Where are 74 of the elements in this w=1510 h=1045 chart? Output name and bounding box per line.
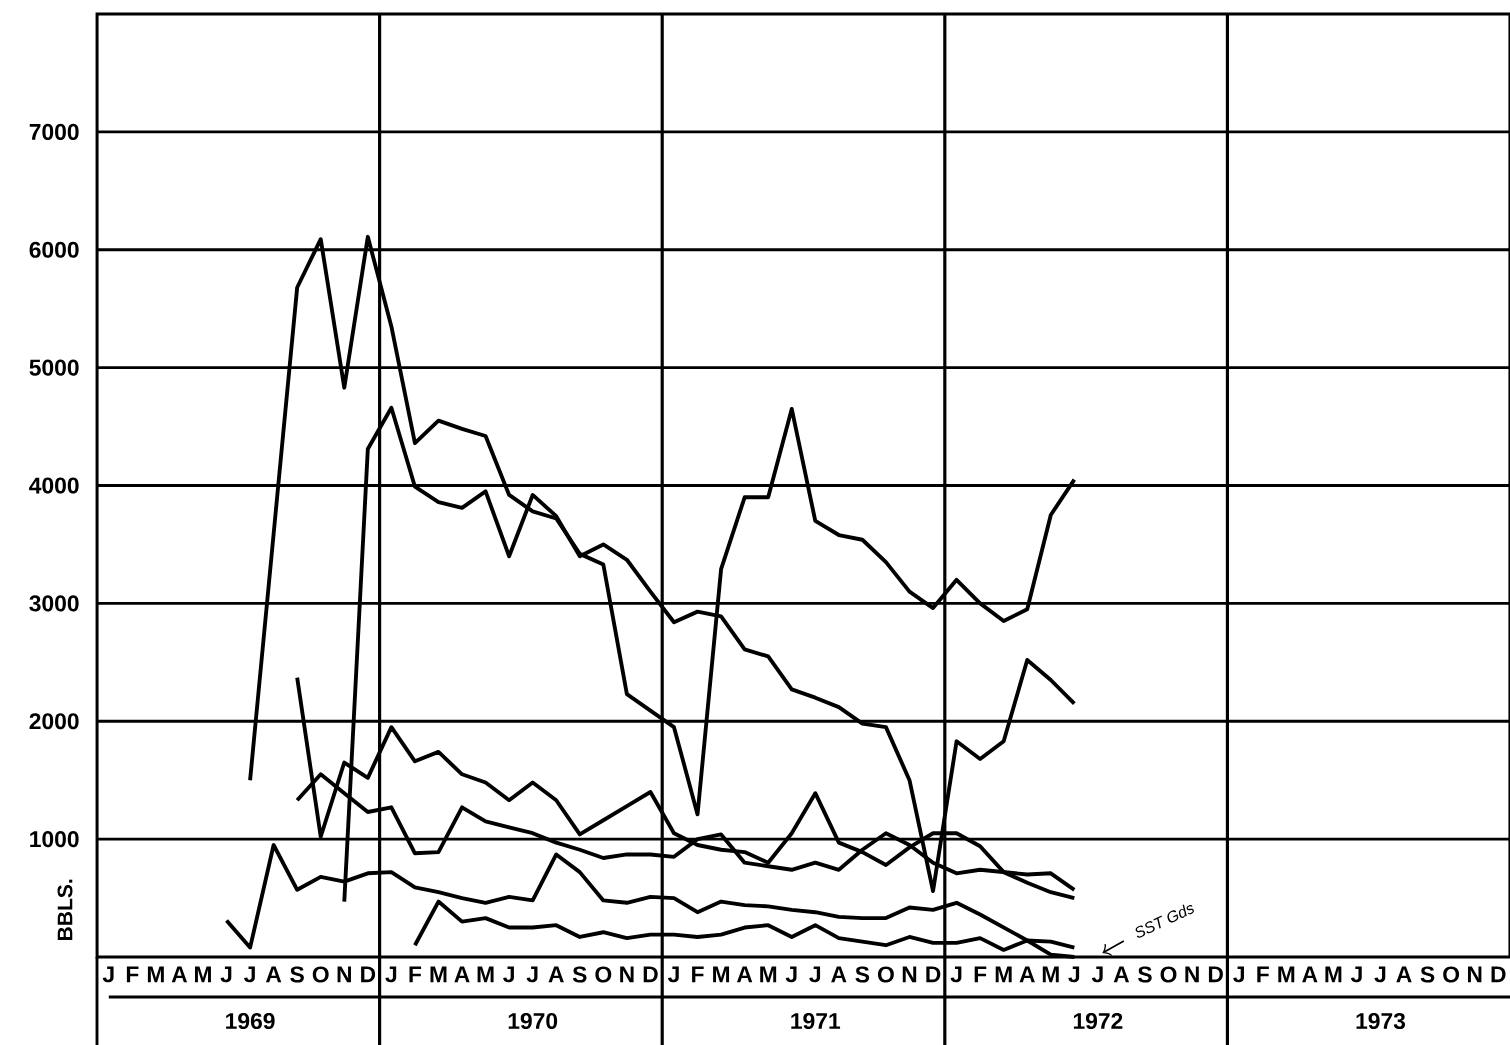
x-tick-label: O bbox=[1443, 966, 1460, 983]
x-tick-label: M bbox=[147, 966, 164, 983]
x-tick-label: S bbox=[572, 966, 587, 983]
x-tick-label: D bbox=[1208, 966, 1223, 983]
x-tick-label: J bbox=[1233, 966, 1244, 983]
x-tick-label: J bbox=[809, 966, 821, 983]
x-tick-label: A bbox=[1019, 966, 1035, 983]
x-tick-label: M bbox=[713, 966, 730, 983]
x-tick-label: F bbox=[1257, 966, 1269, 983]
text: 1969 bbox=[226, 1012, 275, 1030]
text: 1972 bbox=[1073, 1012, 1123, 1030]
x-tick-label: J bbox=[220, 966, 232, 983]
x-tick-label: N bbox=[620, 966, 634, 983]
x-tick-label: F bbox=[126, 966, 139, 983]
x-tick-label: A bbox=[171, 966, 188, 983]
x-tick-label: M bbox=[1042, 966, 1059, 983]
x-tick-label: N bbox=[1467, 966, 1482, 983]
x-tick-label: J bbox=[1350, 966, 1362, 983]
x-tick-label: D bbox=[643, 966, 658, 983]
x-tick-label: A bbox=[1302, 966, 1318, 983]
x-tick-label: O bbox=[877, 966, 894, 983]
x-tick-label: S bbox=[855, 966, 870, 983]
y-tick-label: 5000 bbox=[29, 359, 79, 376]
y-tick-label: 1000 bbox=[30, 831, 79, 848]
text: 1970 bbox=[508, 1012, 558, 1030]
x-tick-label: M bbox=[760, 966, 777, 983]
x-tick-label: N bbox=[1185, 966, 1199, 983]
x-tick-label: M bbox=[430, 966, 447, 983]
x-tick-label: O bbox=[312, 966, 329, 983]
x-tick-label: F bbox=[692, 966, 704, 983]
x-tick-label: M bbox=[195, 966, 211, 983]
x-tick-label: A bbox=[831, 966, 847, 983]
x-tick-label: M bbox=[477, 966, 494, 983]
x-tick-label: J bbox=[385, 966, 397, 983]
x-tick-label: J bbox=[950, 966, 962, 983]
x-tick-label: M bbox=[1325, 966, 1342, 983]
x-tick-label: N bbox=[902, 966, 917, 983]
y-axis-title: BBLS. bbox=[57, 879, 73, 941]
text: 1971 bbox=[791, 1012, 841, 1030]
x-tick-label: J bbox=[526, 966, 538, 983]
x-tick-label: M bbox=[1278, 966, 1295, 983]
x-tick-label: S bbox=[1138, 966, 1152, 983]
y-tick-label: 4000 bbox=[29, 477, 79, 494]
x-tick-label: J bbox=[1091, 966, 1103, 983]
x-tick-label: J bbox=[102, 966, 114, 983]
text: 1973 bbox=[1356, 1012, 1406, 1030]
x-tick-label: M bbox=[995, 966, 1012, 983]
x-tick-label: O bbox=[595, 966, 612, 983]
x-tick-label: J bbox=[1374, 966, 1386, 983]
y-tick-label: 6000 bbox=[29, 241, 79, 258]
x-tick-label: F bbox=[974, 966, 987, 983]
y-tick-label: 3000 bbox=[29, 595, 79, 612]
x-tick-label: A bbox=[1113, 966, 1130, 983]
x-tick-label: A bbox=[265, 966, 282, 983]
x-tick-label: D bbox=[1491, 966, 1506, 983]
x-tick-label: O bbox=[1160, 966, 1177, 983]
x-tick-label: F bbox=[409, 966, 422, 983]
y-tick-label: 7000 bbox=[29, 123, 79, 140]
y-tick-label: 2000 bbox=[29, 713, 79, 730]
x-tick-label: S bbox=[290, 966, 304, 983]
x-tick-label: N bbox=[337, 966, 351, 983]
x-tick-label: J bbox=[785, 966, 797, 983]
annotation: SST Gds bbox=[1135, 904, 1194, 938]
x-tick-label: J bbox=[667, 966, 679, 983]
x-tick-label: A bbox=[1396, 966, 1412, 983]
x-tick-label: J bbox=[503, 966, 514, 983]
x-tick-label: D bbox=[926, 966, 941, 983]
x-tick-label: A bbox=[454, 966, 470, 983]
x-tick-label: J bbox=[244, 966, 255, 983]
x-tick-label: A bbox=[736, 966, 753, 983]
x-tick-label: D bbox=[361, 966, 376, 983]
x-tick-label: J bbox=[1068, 966, 1080, 983]
x-tick-label: S bbox=[1420, 966, 1435, 983]
x-tick-label: A bbox=[548, 966, 564, 983]
